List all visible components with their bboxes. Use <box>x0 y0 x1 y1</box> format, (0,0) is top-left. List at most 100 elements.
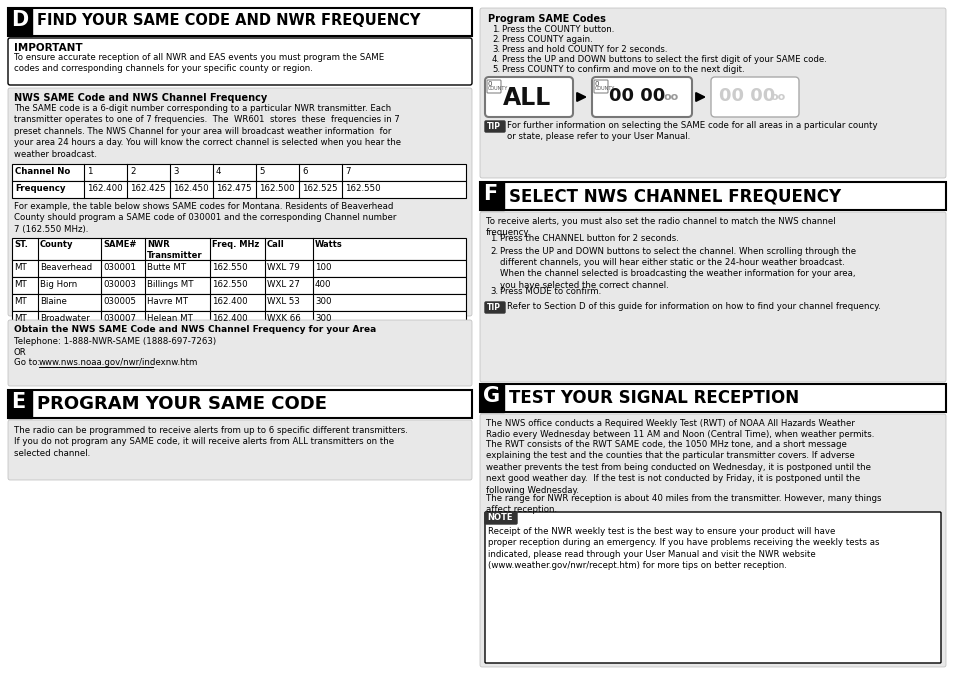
Text: TIP: TIP <box>486 122 500 131</box>
Text: To ensure accurate reception of all NWR and EAS events you must program the SAME: To ensure accurate reception of all NWR … <box>14 53 384 74</box>
Text: For further information on selecting the SAME code for all areas in a particular: For further information on selecting the… <box>506 121 877 142</box>
Bar <box>479 384 503 412</box>
Bar <box>12 164 465 181</box>
Text: Blaine: Blaine <box>40 297 67 306</box>
Text: Call: Call <box>267 240 284 249</box>
Bar <box>8 390 472 418</box>
Text: Press the UP and DOWN buttons to select the channel. When scrolling through the
: Press the UP and DOWN buttons to select … <box>499 246 855 290</box>
Text: 030003: 030003 <box>103 280 136 289</box>
Text: To receive alerts, you must also set the radio channel to match the NWS channel
: To receive alerts, you must also set the… <box>485 217 835 238</box>
Text: Go to:: Go to: <box>14 358 43 367</box>
Text: 400: 400 <box>314 280 331 289</box>
Text: WXL 79: WXL 79 <box>267 263 299 272</box>
Text: PROGRAM YOUR SAME CODE: PROGRAM YOUR SAME CODE <box>37 395 327 413</box>
Text: 030001: 030001 <box>103 263 136 272</box>
Bar <box>8 8 472 36</box>
FancyBboxPatch shape <box>484 512 517 524</box>
Text: 3.: 3. <box>490 288 497 296</box>
Text: 4: 4 <box>215 167 221 176</box>
Bar <box>12 311 465 328</box>
Text: 1: 1 <box>87 167 92 176</box>
Text: 162.400: 162.400 <box>212 314 248 323</box>
Text: Obtain the NWS SAME Code and NWS Channel Frequency for your Area: Obtain the NWS SAME Code and NWS Channel… <box>14 325 375 334</box>
Text: Butte MT: Butte MT <box>147 263 186 272</box>
Text: 7: 7 <box>345 167 350 176</box>
Bar <box>12 294 465 311</box>
Text: 1.: 1. <box>492 25 499 34</box>
Text: MT: MT <box>14 263 27 272</box>
Text: D: D <box>11 10 29 30</box>
Text: 030007: 030007 <box>103 314 136 323</box>
Text: 5: 5 <box>258 167 264 176</box>
Text: Billings MT: Billings MT <box>147 280 193 289</box>
FancyBboxPatch shape <box>594 80 607 93</box>
Text: 162.425: 162.425 <box>130 184 166 193</box>
Bar <box>479 182 945 210</box>
Text: 2.: 2. <box>490 246 497 256</box>
Text: Press the COUNTY button.: Press the COUNTY button. <box>501 25 614 34</box>
FancyBboxPatch shape <box>592 77 691 117</box>
Bar <box>12 277 465 294</box>
Text: Big Horn: Big Horn <box>40 280 77 289</box>
Text: Refer to Section D of this guide for information on how to find your channel fre: Refer to Section D of this guide for inf… <box>506 302 880 311</box>
Bar <box>8 390 32 418</box>
Text: 00 00: 00 00 <box>719 87 775 105</box>
Text: COUNTY: COUNTY <box>595 86 615 91</box>
FancyBboxPatch shape <box>484 302 504 313</box>
Bar <box>479 384 945 412</box>
Text: Press COUNTY again.: Press COUNTY again. <box>501 35 592 44</box>
FancyBboxPatch shape <box>484 121 504 132</box>
Text: www.nws.noaa.gov/nwr/indexnw.htm: www.nws.noaa.gov/nwr/indexnw.htm <box>39 358 198 367</box>
Text: WXL 53: WXL 53 <box>267 297 299 306</box>
Text: OR: OR <box>14 348 27 357</box>
Text: NWR
Transmitter: NWR Transmitter <box>147 240 202 261</box>
Text: 3.: 3. <box>492 45 499 54</box>
Text: The radio can be programmed to receive alerts from up to 6 specific different tr: The radio can be programmed to receive a… <box>14 426 408 458</box>
Bar <box>8 8 32 36</box>
Text: 100: 100 <box>314 263 331 272</box>
FancyBboxPatch shape <box>8 320 472 386</box>
Text: ALL: ALL <box>502 86 551 110</box>
Text: County: County <box>40 240 73 249</box>
Text: 162.475: 162.475 <box>215 184 252 193</box>
Text: oo: oo <box>663 92 679 102</box>
Text: COUNTY: COUNTY <box>488 86 508 91</box>
Text: G: G <box>482 386 499 406</box>
Text: 6: 6 <box>302 167 307 176</box>
FancyBboxPatch shape <box>479 212 945 382</box>
Text: The NWS office conducts a Required Weekly Test (RWT) of NOAA All Hazards Weather: The NWS office conducts a Required Weekl… <box>485 419 874 439</box>
Text: FIND YOUR SAME CODE AND NWR FREQUENCY: FIND YOUR SAME CODE AND NWR FREQUENCY <box>37 13 420 28</box>
Text: Press MODE to confirm.: Press MODE to confirm. <box>499 288 600 296</box>
Text: F: F <box>482 184 497 204</box>
Text: 00 00: 00 00 <box>608 87 664 105</box>
Text: Freq. MHz: Freq. MHz <box>212 240 259 249</box>
Text: Press COUNTY to confirm and move on to the next digit.: Press COUNTY to confirm and move on to t… <box>501 65 744 74</box>
Text: The range for NWR reception is about 40 miles from the transmitter. However, man: The range for NWR reception is about 40 … <box>485 494 881 514</box>
Text: 0: 0 <box>488 81 492 87</box>
Text: For example, the table below shows SAME codes for Montana. Residents of Beaverhe: For example, the table below shows SAME … <box>14 202 395 234</box>
Text: WXL 27: WXL 27 <box>267 280 299 289</box>
Text: TEST YOUR SIGNAL RECEPTION: TEST YOUR SIGNAL RECEPTION <box>509 389 799 407</box>
Text: SAME#: SAME# <box>103 240 136 249</box>
Text: 162.400: 162.400 <box>212 297 248 306</box>
Bar <box>479 182 503 210</box>
Text: MT: MT <box>14 314 27 323</box>
Text: The SAME code is a 6-digit number corresponding to a particular NWR transmitter.: The SAME code is a 6-digit number corres… <box>14 104 400 159</box>
Text: 162.500: 162.500 <box>258 184 294 193</box>
Text: SELECT NWS CHANNEL FREQUENCY: SELECT NWS CHANNEL FREQUENCY <box>509 187 841 205</box>
Text: Press the UP and DOWN buttons to select the first digit of your SAME code.: Press the UP and DOWN buttons to select … <box>501 55 826 64</box>
FancyBboxPatch shape <box>486 80 500 93</box>
FancyBboxPatch shape <box>484 512 940 663</box>
Text: Frequency: Frequency <box>15 184 66 193</box>
Text: Program SAME Codes: Program SAME Codes <box>488 14 605 24</box>
Text: 4.: 4. <box>492 55 499 64</box>
Text: 162.400: 162.400 <box>87 184 123 193</box>
Text: Telephone: 1-888-NWR-SAME (1888-697-7263): Telephone: 1-888-NWR-SAME (1888-697-7263… <box>14 337 216 346</box>
Text: 2.: 2. <box>492 35 499 44</box>
Text: NWS SAME Code and NWS Channel Frequency: NWS SAME Code and NWS Channel Frequency <box>14 93 267 103</box>
Text: The RWT consists of the RWT SAME code, the 1050 MHz tone, and a short message
ex: The RWT consists of the RWT SAME code, t… <box>485 440 870 495</box>
Text: 300: 300 <box>314 314 331 323</box>
Text: 5.: 5. <box>492 65 499 74</box>
Text: oo: oo <box>770 92 785 102</box>
Text: E: E <box>11 392 25 412</box>
